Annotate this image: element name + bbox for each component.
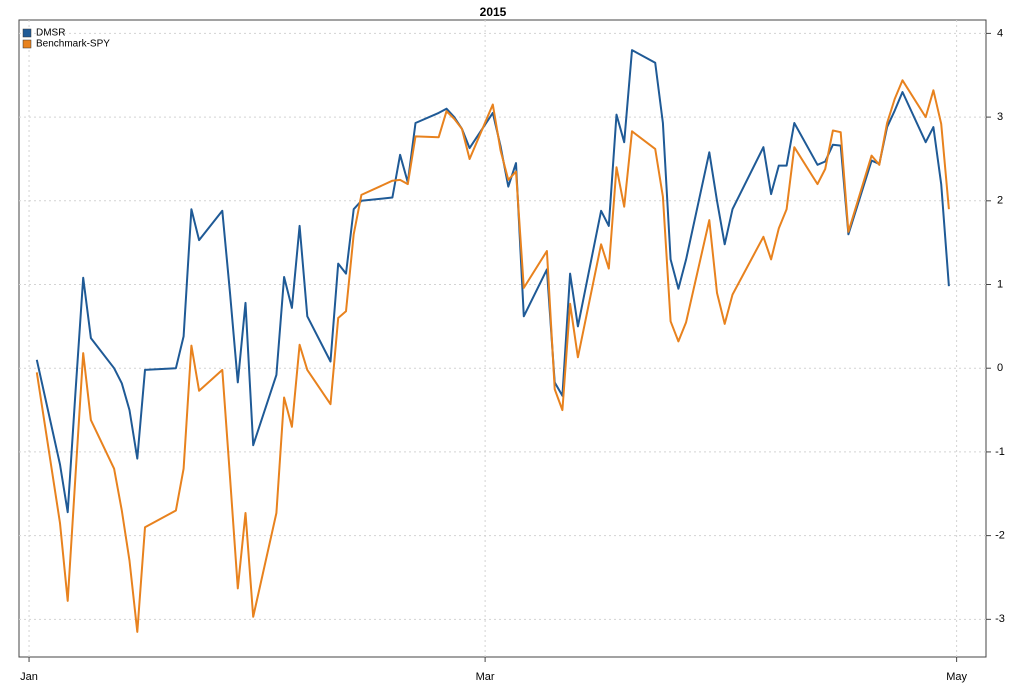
y-tick-label: 3 — [997, 111, 1003, 123]
y-tick-label: -1 — [995, 446, 1005, 458]
legend-swatch — [22, 39, 32, 49]
y-tick-label: -2 — [995, 530, 1005, 542]
plot-frame — [18, 19, 987, 658]
x-tick-label: May — [946, 671, 967, 683]
legend-swatch — [22, 28, 32, 38]
legend-label: Benchmark-SPY — [36, 39, 110, 50]
y-tick-label: -3 — [995, 613, 1005, 625]
x-tick-label: Mar — [476, 671, 495, 683]
y-tick-label: 1 — [997, 278, 1003, 290]
y-tick-label: 4 — [997, 27, 1003, 39]
x-tick-label: Jan — [20, 671, 38, 683]
chart-title: 2015 — [480, 5, 507, 19]
series-line — [35, 49, 950, 514]
y-tick-label: 0 — [997, 362, 1003, 374]
legend-label: DMSR — [36, 28, 65, 39]
y-tick-label: 2 — [997, 195, 1003, 207]
series-line — [35, 79, 950, 633]
